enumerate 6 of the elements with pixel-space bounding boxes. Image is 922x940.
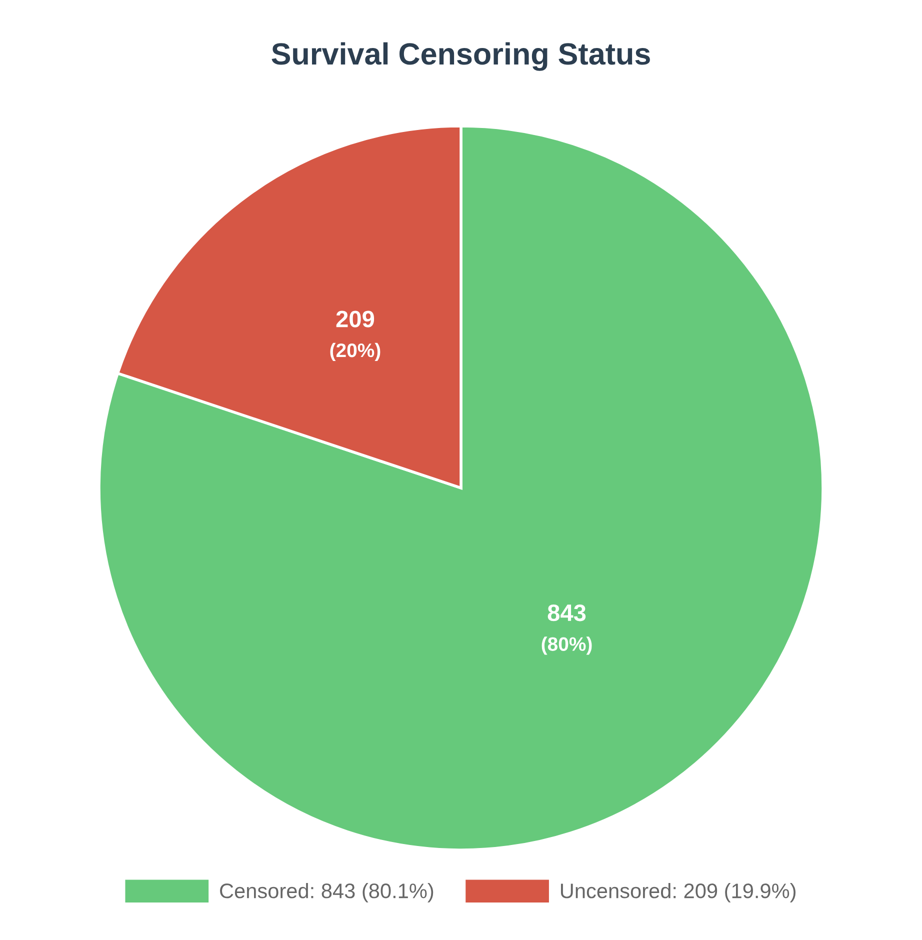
- chart-title: Survival Censoring Status: [272, 42, 650, 71]
- data-label: 843 (80%): [542, 604, 592, 655]
- pie-slice: [98, 124, 824, 852]
- legend-label: Uncensored: 209 (19.9%): [560, 882, 796, 902]
- data-label: 209 (20%): [330, 310, 380, 362]
- legend-label: Censored: 843 (80.1%): [220, 882, 434, 902]
